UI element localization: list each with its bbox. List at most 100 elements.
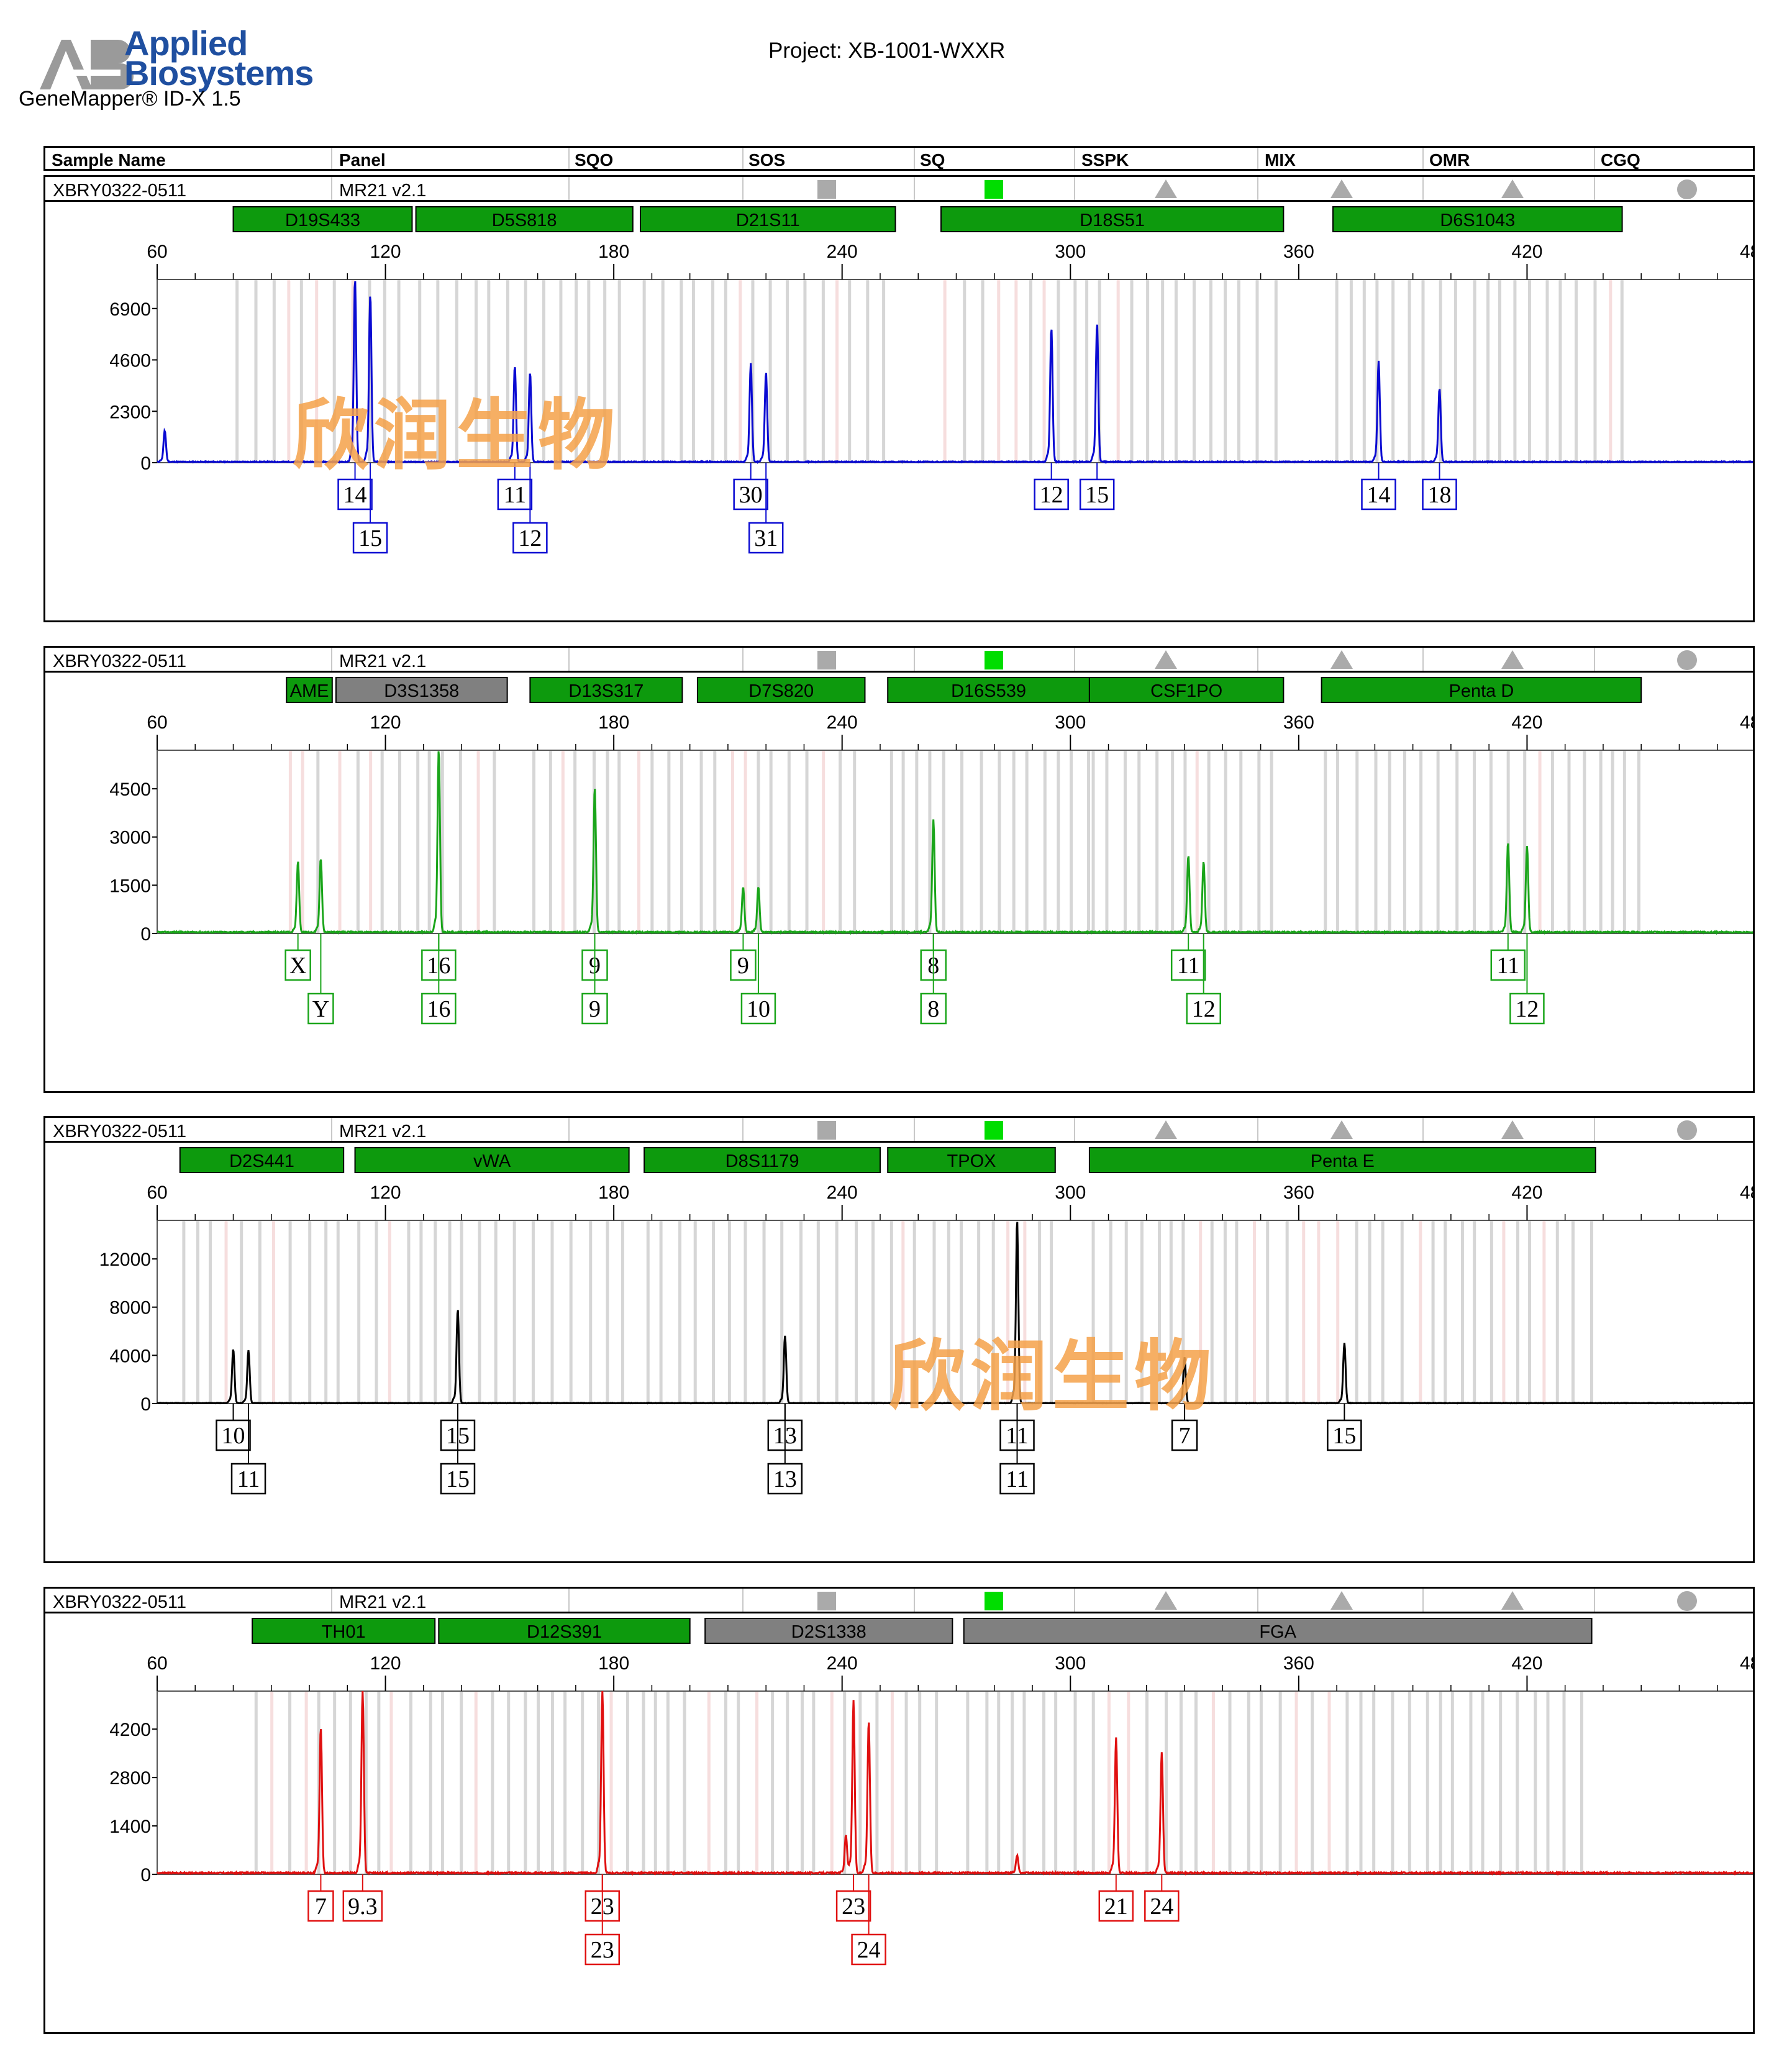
svg-text:vWA: vWA [473, 1151, 511, 1171]
allele-label[interactable]: 12 [1186, 933, 1221, 1025]
marker-d16s539[interactable]: D16S539 [887, 677, 1090, 703]
svg-text:23: 23 [842, 1894, 865, 1920]
x-tick-label: 180 [598, 712, 629, 733]
chart-green: AME D3S1358 D13S317 D7S820 D16S539 CSF1PO Pent… [109, 650, 1753, 1025]
allele-label[interactable]: 23 [584, 1874, 621, 1966]
allele-label[interactable]: 23 [835, 1874, 871, 1922]
allele-label[interactable]: 12 [512, 463, 548, 554]
marker-d19s433[interactable]: D19S433 [232, 206, 413, 232]
marker-vwa[interactable]: vWA [354, 1147, 630, 1173]
x-tick-label: 120 [370, 1653, 401, 1674]
svg-text:D12S391: D12S391 [527, 1622, 602, 1642]
marker-d18s51[interactable]: D18S51 [940, 206, 1285, 232]
svg-text:23: 23 [591, 1937, 614, 1963]
electropherogram-panel-blue: XBRY0322-0511 MR21 v2.1 D19S433 D5S818 D21S1… [43, 175, 1755, 622]
allele-label[interactable]: 7 [1171, 1404, 1198, 1451]
sample-name: XBRY0322-0511 [53, 181, 186, 201]
column-mix: MIX [1265, 150, 1296, 170]
allele-label[interactable]: 18 [1422, 463, 1457, 510]
allele-label[interactable]: Y [307, 933, 334, 1025]
allele-label[interactable]: 12 [1509, 933, 1545, 1025]
allele-label[interactable]: 24 [851, 1874, 886, 1966]
marker-th01[interactable]: TH01 [252, 1618, 436, 1644]
allele-label[interactable]: 11 [1490, 933, 1526, 981]
marker-fga[interactable]: FGA [963, 1618, 1593, 1644]
marker-d8s1179[interactable]: D8S1179 [644, 1147, 881, 1173]
y-tick-label: 1400 [109, 1817, 151, 1837]
trace-blue [157, 281, 1753, 465]
marker-d5s818[interactable]: D5S818 [415, 206, 634, 232]
svg-text:14: 14 [343, 482, 367, 508]
gray-triangle-icon [1330, 1120, 1353, 1139]
marker-d21s11[interactable]: D21S11 [640, 206, 896, 232]
allele-label[interactable]: 21 [1098, 1874, 1134, 1922]
allele-label[interactable]: 15 [1079, 463, 1115, 510]
allele-label[interactable]: 15 [440, 1404, 476, 1495]
svg-text:AME: AME [290, 681, 329, 701]
marker-d3s1358[interactable]: D3S1358 [335, 677, 508, 703]
column-sos: SOS [748, 150, 786, 170]
marker-penta-d[interactable]: Penta D [1321, 677, 1642, 703]
allele-label[interactable]: 15 [1327, 1404, 1362, 1451]
svg-text:D6S1043: D6S1043 [1440, 211, 1515, 230]
marker-penta-e[interactable]: Penta E [1088, 1147, 1596, 1173]
allele-label[interactable]: 10 [216, 1404, 251, 1451]
svg-text:X: X [289, 953, 306, 979]
electropherogram-panel-black: XBRY0322-0511 MR21 v2.1 D2S441 vWA D8S1179 TP… [43, 1116, 1755, 1563]
allele-label[interactable]: 13 [767, 1404, 803, 1495]
allele-label[interactable]: 10 [740, 933, 776, 1025]
allele-label[interactable]: 11 [1170, 933, 1206, 981]
marker-d2s441[interactable]: D2S441 [179, 1147, 345, 1173]
svg-text:24: 24 [1150, 1894, 1173, 1920]
x-tick-label: 360 [1283, 242, 1314, 262]
allele-label[interactable]: 14 [1361, 463, 1396, 510]
allele-label[interactable]: 24 [1144, 1874, 1180, 1922]
allele-label[interactable]: 7 [307, 1874, 334, 1922]
marker-ame[interactable]: AME [286, 677, 333, 703]
marker-d13s317[interactable]: D13S317 [529, 677, 683, 703]
x-tick-label: 420 [1511, 712, 1542, 733]
marker-d12s391[interactable]: D12S391 [438, 1618, 691, 1644]
marker-d7s820[interactable]: D7S820 [696, 677, 866, 703]
gray-triangle-icon [1501, 1591, 1524, 1610]
svg-text:D18S51: D18S51 [1080, 211, 1145, 230]
marker-csf1po[interactable]: CSF1PO [1088, 677, 1285, 703]
marker-d2s1338[interactable]: D2S1338 [704, 1618, 953, 1644]
sample-info-row: XBRY0322-0511 MR21 v2.1 [45, 648, 1753, 673]
allele-label[interactable]: 16 [421, 933, 457, 1025]
allele-label[interactable]: 9 [581, 933, 608, 1025]
x-tick-label: 420 [1511, 1653, 1542, 1674]
allele-label[interactable]: X [284, 933, 311, 981]
green-square-icon [985, 180, 1003, 199]
green-square-icon [985, 1121, 1003, 1140]
gray-square-icon [817, 1121, 836, 1140]
svg-text:D19S433: D19S433 [285, 211, 360, 230]
trace-green [157, 751, 1753, 935]
allele-label[interactable]: 8 [920, 933, 947, 1025]
x-tick-label: 60 [147, 1182, 167, 1203]
svg-text:8: 8 [927, 996, 939, 1022]
x-tick-label: 60 [147, 1653, 167, 1674]
allele-label[interactable]: 9 [730, 933, 757, 981]
allele-label[interactable]: 12 [1034, 463, 1069, 510]
x-tick-label: 480 [1740, 712, 1753, 733]
allele-label[interactable]: 9.3 [342, 1874, 383, 1922]
allele-label[interactable]: 11 [230, 1404, 266, 1495]
svg-text:11: 11 [1006, 1466, 1029, 1492]
allele-label[interactable]: 31 [748, 463, 784, 554]
svg-text:D5S818: D5S818 [492, 211, 557, 230]
allele-label[interactable]: 11 [497, 463, 533, 510]
panel-name: MR21 v2.1 [339, 181, 427, 201]
allele-label[interactable]: 15 [352, 463, 388, 554]
allele-label[interactable]: 30 [733, 463, 768, 510]
marker-tpox[interactable]: TPOX [887, 1147, 1056, 1173]
sample-info-row: XBRY0322-0511 MR21 v2.1 [45, 1118, 1753, 1143]
svg-text:14: 14 [1367, 482, 1391, 508]
allele-label[interactable]: 14 [337, 463, 373, 510]
x-tick-label: 240 [827, 242, 858, 262]
marker-d6s1043[interactable]: D6S1043 [1332, 206, 1623, 232]
y-tick-label: 0 [140, 924, 151, 945]
allele-label[interactable]: 11 [999, 1404, 1035, 1495]
svg-text:FGA: FGA [1259, 1622, 1296, 1642]
gray-triangle-icon [1501, 1120, 1524, 1139]
